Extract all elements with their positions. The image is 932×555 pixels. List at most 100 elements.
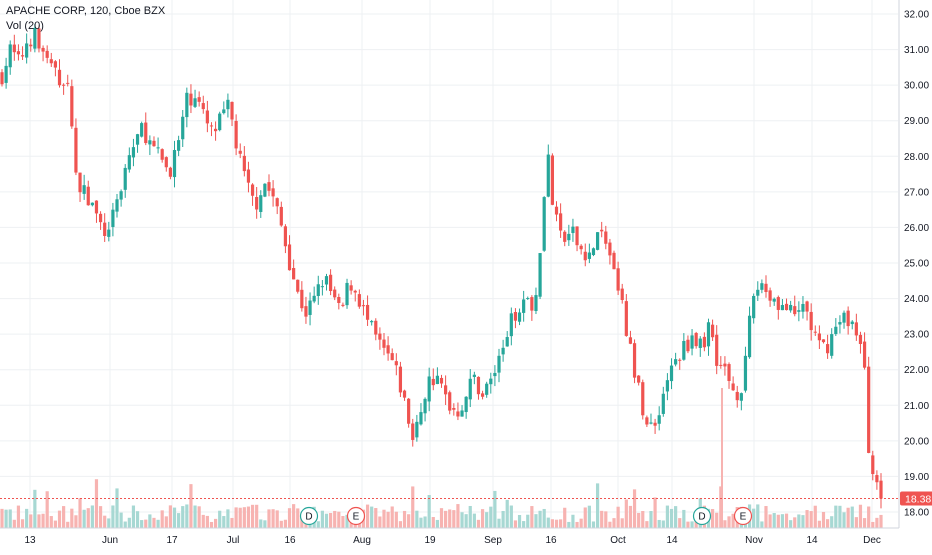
candle[interactable] (37, 25, 41, 53)
candle[interactable] (0, 69, 4, 87)
candle[interactable] (854, 313, 858, 341)
candle[interactable] (747, 306, 752, 359)
candle[interactable] (390, 348, 394, 361)
candle[interactable] (813, 325, 817, 337)
candles[interactable] (0, 24, 883, 509)
candle[interactable] (452, 403, 456, 416)
candle[interactable] (148, 135, 152, 156)
candle[interactable] (526, 296, 530, 300)
candle[interactable] (559, 203, 563, 238)
candle[interactable] (583, 243, 587, 267)
candle[interactable] (296, 279, 300, 294)
candle[interactable] (140, 121, 144, 138)
candle[interactable] (394, 353, 398, 376)
candle[interactable] (246, 161, 251, 193)
candle[interactable] (563, 230, 567, 247)
candle[interactable] (111, 202, 115, 237)
candle[interactable] (283, 224, 288, 254)
candle[interactable] (419, 403, 423, 426)
candle[interactable] (735, 385, 739, 408)
candle[interactable] (464, 396, 468, 419)
candle[interactable] (370, 319, 374, 326)
candle[interactable] (230, 101, 234, 127)
candle[interactable] (386, 336, 390, 361)
candle[interactable] (250, 183, 255, 206)
candle[interactable] (879, 473, 883, 509)
candle[interactable] (595, 232, 600, 251)
candle[interactable] (33, 24, 37, 53)
candle[interactable] (90, 202, 94, 207)
candle[interactable] (706, 318, 711, 356)
candle[interactable] (168, 166, 173, 180)
candle[interactable] (427, 367, 431, 412)
candle[interactable] (66, 74, 70, 87)
candle[interactable] (152, 136, 156, 147)
candle[interactable] (867, 356, 871, 454)
candle[interactable] (538, 252, 542, 300)
candle[interactable] (760, 279, 764, 294)
candle[interactable] (411, 418, 415, 447)
candle[interactable] (349, 280, 353, 295)
candle[interactable] (826, 334, 830, 359)
candle[interactable] (86, 180, 90, 206)
candle[interactable] (838, 315, 842, 334)
candle[interactable] (53, 60, 57, 77)
candle[interactable] (25, 33, 29, 64)
candle[interactable] (234, 114, 238, 156)
candle[interactable] (468, 369, 472, 408)
candle[interactable] (8, 40, 12, 75)
candle[interactable] (156, 137, 160, 154)
candle[interactable] (4, 57, 8, 89)
candle[interactable] (135, 133, 140, 153)
candle[interactable] (431, 368, 435, 391)
candle[interactable] (361, 299, 366, 316)
candle[interactable] (448, 390, 452, 415)
candle[interactable] (653, 418, 657, 434)
candle[interactable] (764, 275, 768, 298)
price-axis[interactable]: 32.00 31.00 30.00 29.00 28.00 27.00 26.00 25.00… (898, 0, 929, 528)
candle[interactable] (271, 180, 275, 207)
candle[interactable] (20, 46, 25, 61)
candle[interactable] (238, 143, 242, 159)
candle[interactable] (201, 95, 205, 114)
candle[interactable] (144, 112, 148, 146)
candle[interactable] (620, 283, 624, 304)
candle[interactable] (665, 373, 670, 401)
candle[interactable] (127, 147, 131, 173)
candle[interactable] (308, 292, 312, 326)
candle[interactable] (62, 83, 66, 95)
candle[interactable] (756, 281, 760, 302)
candle[interactable] (263, 183, 267, 198)
candle[interactable] (674, 352, 678, 367)
candle[interactable] (801, 296, 805, 319)
candle[interactable] (875, 470, 879, 490)
candle[interactable] (312, 286, 316, 304)
candle[interactable] (784, 298, 789, 311)
candle[interactable] (300, 281, 304, 312)
candle[interactable] (554, 201, 559, 222)
candle[interactable] (205, 100, 209, 133)
candle[interactable] (131, 138, 136, 167)
candle[interactable] (382, 333, 386, 356)
candle[interactable] (542, 196, 546, 252)
candle[interactable] (517, 308, 522, 326)
candle[interactable] (505, 331, 509, 347)
candle[interactable] (365, 295, 370, 326)
candle[interactable] (172, 140, 177, 188)
candle[interactable] (259, 190, 263, 218)
candle[interactable] (694, 331, 698, 349)
candle[interactable] (719, 356, 723, 369)
candle[interactable] (444, 375, 448, 405)
candle[interactable] (797, 301, 801, 322)
candle[interactable] (645, 415, 649, 428)
candle[interactable] (98, 211, 103, 230)
candle[interactable] (185, 87, 189, 128)
candle[interactable] (604, 225, 608, 250)
candle[interactable] (119, 189, 123, 207)
candle[interactable] (579, 244, 583, 255)
candle[interactable] (41, 45, 45, 62)
candle[interactable] (817, 325, 821, 350)
candle[interactable] (160, 148, 164, 163)
candle[interactable] (357, 289, 361, 309)
candle[interactable] (682, 333, 686, 361)
